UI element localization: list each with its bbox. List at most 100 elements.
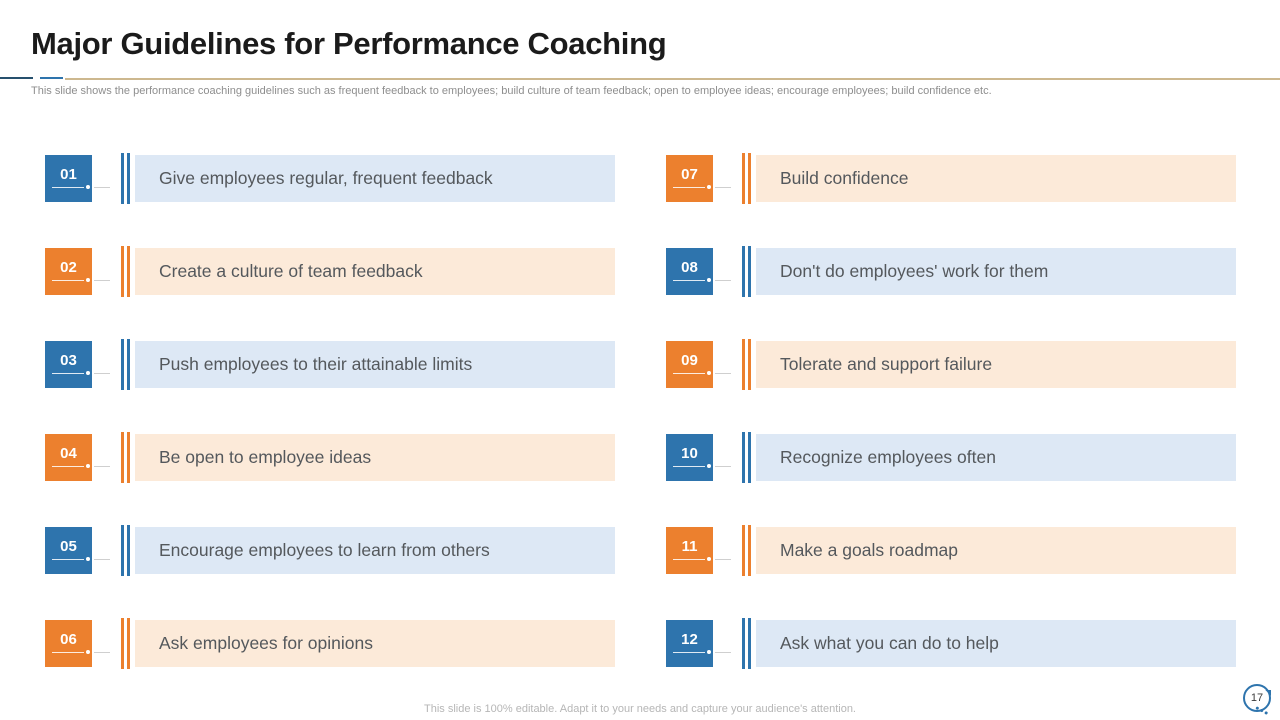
guideline-label: Make a goals roadmap: [780, 540, 959, 560]
guideline-number: 09: [681, 351, 698, 369]
guideline-item-06: 06 Ask employees for opinions: [45, 618, 615, 669]
accent-stripes: [742, 246, 751, 297]
guideline-number-badge: 04: [45, 434, 110, 481]
page-number-badge: 17: [1243, 684, 1271, 712]
badge-dot: [86, 185, 90, 189]
guideline-number-badge: 07: [666, 155, 731, 202]
guideline-number: 07: [681, 165, 698, 183]
guideline-number: 03: [60, 351, 77, 369]
guideline-label: Ask what you can do to help: [780, 633, 999, 653]
guideline-item-07: 07 Build confidence: [666, 153, 1236, 204]
badge-underline: [673, 373, 705, 374]
badge-dot: [86, 650, 90, 654]
guideline-number-badge: 02: [45, 248, 110, 295]
guideline-bar: Create a culture of team feedback: [135, 248, 615, 295]
badge-dot: [707, 278, 711, 282]
guideline-number: 08: [681, 258, 698, 276]
badge-connector-line: [94, 652, 110, 653]
guideline-label: Push employees to their attainable limit…: [159, 354, 473, 374]
guideline-number: 12: [681, 630, 698, 648]
guideline-item-03: 03 Push employees to their attainable li…: [45, 339, 615, 390]
guideline-number-badge: 11: [666, 527, 731, 574]
badge-underline: [673, 652, 705, 653]
badge-underline: [673, 187, 705, 188]
guideline-bar: Make a goals roadmap: [756, 527, 1236, 574]
guideline-item-10: 10 Recognize employees often: [666, 432, 1236, 483]
guideline-number: 11: [681, 537, 698, 555]
badge-underline: [52, 187, 84, 188]
badge-dot: [86, 371, 90, 375]
badge-underline: [52, 559, 84, 560]
guideline-label: Don't do employees' work for them: [780, 261, 1049, 281]
guideline-number: 06: [60, 630, 77, 648]
badge-connector-line: [715, 280, 731, 281]
guideline-number: 04: [60, 444, 77, 462]
guideline-number-badge: 06: [45, 620, 110, 667]
badge-dot: [86, 278, 90, 282]
guideline-bar: Encourage employees to learn from others: [135, 527, 615, 574]
guideline-number-badge: 05: [45, 527, 110, 574]
accent-stripes: [121, 618, 130, 669]
badge-dot: [707, 650, 711, 654]
badge-connector-line: [94, 466, 110, 467]
slide-description: This slide shows the performance coachin…: [31, 85, 992, 97]
badge-underline: [673, 280, 705, 281]
guideline-number-badge: 09: [666, 341, 731, 388]
guideline-label: Be open to employee ideas: [159, 447, 372, 467]
guideline-item-12: 12 Ask what you can do to help: [666, 618, 1236, 669]
guideline-number-badge: 01: [45, 155, 110, 202]
guideline-label: Build confidence: [780, 168, 909, 188]
guideline-label: Tolerate and support failure: [780, 354, 993, 374]
guideline-item-09: 09 Tolerate and support failure: [666, 339, 1236, 390]
badge-dot: [86, 464, 90, 468]
guideline-label: Create a culture of team feedback: [159, 261, 423, 281]
guideline-label: Encourage employees to learn from others: [159, 540, 490, 560]
guidelines-grid: 01 Give employees regular, frequent feed…: [45, 153, 1236, 669]
badge-underline: [52, 280, 84, 281]
badge-connector-line: [94, 280, 110, 281]
guideline-item-01: 01 Give employees regular, frequent feed…: [45, 153, 615, 204]
page-number: 17: [1250, 692, 1264, 704]
guideline-bar: Recognize employees often: [756, 434, 1236, 481]
guideline-bar: Be open to employee ideas: [135, 434, 615, 481]
guideline-bar: Build confidence: [756, 155, 1236, 202]
badge-dot: [707, 371, 711, 375]
title-underline-segment-2: [40, 77, 63, 79]
guideline-label: Recognize employees often: [780, 447, 996, 467]
guideline-item-05: 05 Encourage employees to learn from oth…: [45, 525, 615, 576]
title-underline-rule: [65, 78, 1280, 80]
badge-underline: [673, 466, 705, 467]
badge-underline: [52, 466, 84, 467]
guideline-label: Give employees regular, frequent feedbac…: [159, 168, 493, 188]
guideline-number: 05: [60, 537, 77, 555]
guideline-number-badge: 03: [45, 341, 110, 388]
accent-stripes: [121, 246, 130, 297]
guideline-bar: Give employees regular, frequent feedbac…: [135, 155, 615, 202]
accent-stripes: [742, 432, 751, 483]
guideline-item-11: 11 Make a goals roadmap: [666, 525, 1236, 576]
guideline-label: Ask employees for opinions: [159, 633, 373, 653]
guideline-number-badge: 10: [666, 434, 731, 481]
badge-underline: [52, 652, 84, 653]
badge-connector-line: [94, 187, 110, 188]
badge-underline: [673, 559, 705, 560]
accent-stripes: [742, 339, 751, 390]
badge-connector-line: [715, 187, 731, 188]
guideline-bar: Ask what you can do to help: [756, 620, 1236, 667]
badge-dot: [707, 464, 711, 468]
badge-dot: [707, 557, 711, 561]
badge-connector-line: [715, 652, 731, 653]
accent-stripes: [121, 525, 130, 576]
accent-stripes: [742, 153, 751, 204]
badge-dot: [86, 557, 90, 561]
page-title: Major Guidelines for Performance Coachin…: [31, 26, 667, 61]
guideline-bar: Tolerate and support failure: [756, 341, 1236, 388]
badge-connector-line: [715, 559, 731, 560]
guideline-item-04: 04 Be open to employee ideas: [45, 432, 615, 483]
guideline-item-08: 08 Don't do employees' work for them: [666, 246, 1236, 297]
badge-connector-line: [715, 373, 731, 374]
guideline-item-02: 02 Create a culture of team feedback: [45, 246, 615, 297]
accent-stripes: [121, 339, 130, 390]
guideline-bar: Push employees to their attainable limit…: [135, 341, 615, 388]
